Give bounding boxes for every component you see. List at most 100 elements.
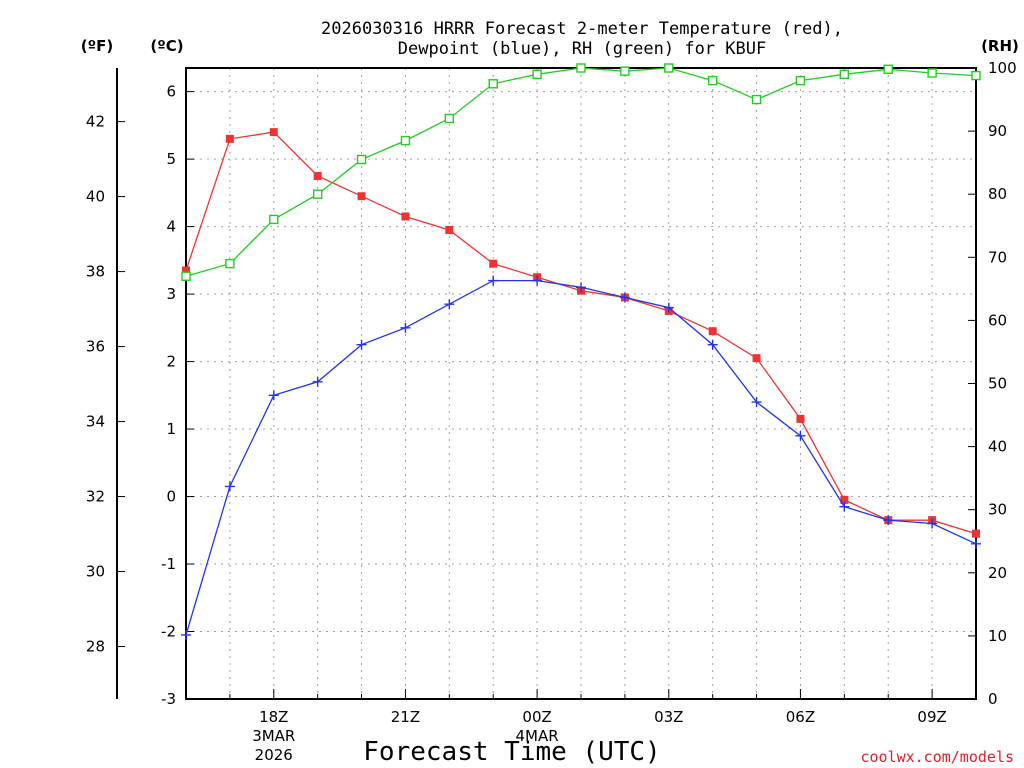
- celsius-tick-label: 5: [166, 150, 176, 168]
- dewpoint-point: [971, 538, 981, 549]
- temperature-point: [840, 495, 849, 504]
- x-tick-label: 09Z: [917, 708, 946, 726]
- celsius-tick-label: -1: [161, 555, 176, 573]
- dewpoint-point: [619, 292, 630, 303]
- temperature-point: [489, 259, 498, 268]
- celsius-tick-label: 0: [166, 488, 176, 506]
- rh-tick-label: 50: [988, 375, 1007, 393]
- rh-point: [883, 64, 893, 74]
- dewpoint-line: [185, 279, 977, 636]
- rh-point: [488, 79, 498, 89]
- rh-point: [400, 135, 411, 146]
- dewpoint-point: [927, 518, 938, 529]
- dewpoint-point: [356, 339, 367, 350]
- rh-tick-label: 60: [988, 311, 1007, 329]
- celsius-tick-label: 4: [166, 218, 176, 236]
- rh-point: [839, 69, 850, 80]
- rh-point: [225, 258, 235, 269]
- fahrenheit-tick-label: 32: [86, 488, 105, 506]
- rh-point: [532, 69, 542, 80]
- celsius-tick-label: -3: [161, 690, 176, 708]
- rh-tick-label: 30: [988, 501, 1007, 519]
- dewpoint-point: [883, 515, 894, 526]
- temperature-point: [357, 192, 366, 201]
- rh-point: [971, 70, 981, 81]
- dewpoint-point: [576, 282, 586, 293]
- dewpoint-point: [444, 299, 455, 310]
- celsius-tick-label: -2: [161, 623, 176, 641]
- temperature-line: [185, 131, 977, 535]
- rh-tick-label: 90: [988, 122, 1007, 140]
- x-tick-label: 00Z: [522, 708, 551, 726]
- fahrenheit-unit-label: (ºF): [81, 37, 113, 55]
- fahrenheit-tick-label: 42: [86, 113, 105, 131]
- temperature-point: [796, 414, 805, 423]
- rh-point: [269, 214, 279, 225]
- x-tick-label: 3MAR: [252, 727, 295, 745]
- fahrenheit-tick-label: 40: [86, 188, 105, 206]
- fahrenheit-tick-label: 34: [86, 413, 105, 431]
- fahrenheit-tick-label: 30: [86, 563, 105, 581]
- dewpoint-point: [400, 322, 411, 333]
- dewpoint-point: [751, 397, 762, 408]
- temperature-point: [313, 171, 322, 180]
- rh-point: [576, 63, 586, 73]
- rh-point: [707, 75, 718, 86]
- fahrenheit-tick-label: 28: [86, 638, 105, 656]
- celsius-tick-label: 1: [166, 420, 176, 438]
- rh-unit-label: (RH): [981, 37, 1019, 55]
- rh-point: [795, 75, 806, 86]
- temperature-point: [752, 354, 761, 363]
- temperature-point: [269, 128, 278, 137]
- dewpoint-point: [268, 390, 279, 401]
- rh-tick-label: 20: [988, 564, 1007, 582]
- x-tick-label: 2026: [255, 746, 293, 764]
- rh-tick-label: 80: [988, 185, 1007, 203]
- chart-title-line2: Dewpoint (blue), RH (green) for KBUF: [398, 39, 766, 59]
- rh-point: [927, 68, 937, 78]
- rh-tick-label: 10: [988, 627, 1007, 645]
- chart-title-line1: 2026030316 HRRR Forecast 2-meter Tempera…: [321, 19, 843, 39]
- temperature-point: [225, 134, 234, 143]
- rh-point: [751, 94, 762, 105]
- x-tick-label: 06Z: [786, 708, 815, 726]
- x-tick-label: 4MAR: [516, 727, 559, 745]
- rh-tick-label: 70: [988, 248, 1007, 266]
- dewpoint-point: [707, 339, 718, 350]
- celsius-tick-label: 6: [166, 83, 176, 101]
- x-tick-label: 18Z: [259, 708, 288, 726]
- dewpoint-point: [312, 376, 323, 387]
- celsius-tick-label: 2: [166, 353, 176, 371]
- dewpoint-point: [839, 501, 850, 512]
- rh-point: [312, 189, 323, 199]
- x-axis-title: Forecast Time (UTC): [363, 737, 660, 767]
- dewpoint-point: [488, 275, 499, 286]
- x-tick-label: 21Z: [391, 708, 420, 726]
- rh-tick-label: 0: [988, 690, 998, 708]
- dewpoint-point: [181, 629, 191, 640]
- credit-text: coolwx.com/models: [860, 748, 1014, 766]
- temperature-point: [708, 327, 717, 336]
- temperature-point: [972, 529, 980, 538]
- x-tick-label: 03Z: [654, 708, 683, 726]
- fahrenheit-tick-label: 38: [86, 263, 105, 281]
- dewpoint-point: [532, 275, 543, 286]
- temperature-point: [401, 212, 410, 221]
- dewpoint-point: [795, 430, 806, 441]
- temperature-point: [182, 266, 190, 275]
- celsius-unit-label: (ºC): [150, 37, 183, 55]
- rh-point: [620, 66, 630, 76]
- dewpoint-point: [663, 302, 674, 313]
- rh-tick-label: 100: [988, 59, 1017, 77]
- rh-point: [664, 63, 674, 73]
- rh-point: [181, 271, 191, 281]
- rh-point: [444, 113, 455, 124]
- temperature-point: [445, 225, 454, 234]
- dewpoint-point: [224, 481, 235, 492]
- celsius-tick-label: 3: [166, 285, 176, 303]
- fahrenheit-tick-label: 36: [86, 338, 105, 356]
- rh-point: [356, 154, 367, 165]
- data-series: [181, 63, 981, 640]
